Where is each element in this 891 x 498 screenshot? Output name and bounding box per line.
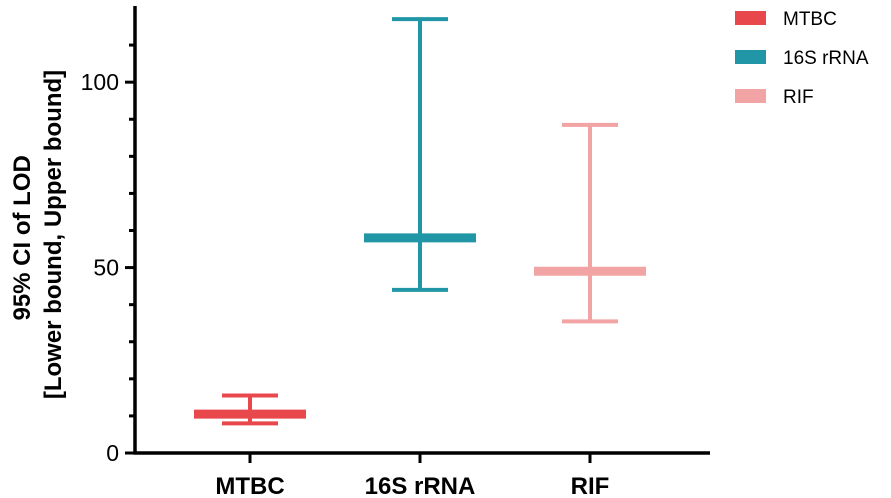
y-axis: 0 50 100 [81, 6, 137, 466]
y-tick-label-50: 50 [93, 255, 119, 281]
legend: MTBC 16S rRNA RIF [735, 9, 869, 108]
legend-swatch-0 [735, 11, 766, 25]
x-tick-label-0: MTBC [215, 473, 284, 498]
legend-swatch-2 [735, 89, 766, 103]
y-tick-label-100: 100 [81, 69, 119, 95]
y-axis-title: 95% CI of LOD [Lower bound, Upper bound] [9, 70, 67, 399]
plot-area [194, 17, 646, 426]
legend-label-1: 16S rRNA [783, 48, 869, 69]
errorbar-2 [534, 122, 646, 324]
x-tick-label-1: 16S rRNA [365, 473, 476, 498]
y-tick-label-0: 0 [106, 440, 119, 466]
y-axis-title-line-1: 95% CI of LOD [9, 155, 36, 320]
errorbar-0 [194, 393, 306, 426]
errorbar-1 [364, 17, 476, 292]
x-axis: MTBC 16S rRNA RIF [133, 451, 710, 498]
legend-label-2: RIF [783, 87, 814, 108]
y-axis-title-line-2: [Lower bound, Upper bound] [40, 70, 67, 399]
legend-label-0: MTBC [783, 9, 837, 30]
x-tick-label-2: RIF [571, 473, 610, 498]
legend-swatch-1 [735, 50, 766, 64]
